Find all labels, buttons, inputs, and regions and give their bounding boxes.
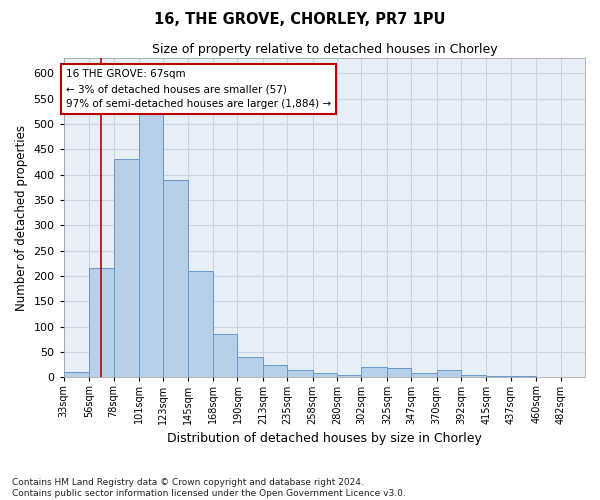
Bar xyxy=(213,334,238,378)
Bar xyxy=(89,268,113,378)
Bar xyxy=(337,375,361,378)
Bar xyxy=(511,376,536,378)
Text: 16, THE GROVE, CHORLEY, PR7 1PU: 16, THE GROVE, CHORLEY, PR7 1PU xyxy=(154,12,446,28)
Text: 16 THE GROVE: 67sqm
← 3% of detached houses are smaller (57)
97% of semi-detache: 16 THE GROVE: 67sqm ← 3% of detached hou… xyxy=(66,69,331,109)
X-axis label: Distribution of detached houses by size in Chorley: Distribution of detached houses by size … xyxy=(167,432,482,445)
Bar xyxy=(163,180,188,378)
Bar xyxy=(437,370,461,378)
Bar xyxy=(263,364,287,378)
Bar xyxy=(411,374,437,378)
Title: Size of property relative to detached houses in Chorley: Size of property relative to detached ho… xyxy=(152,42,497,56)
Bar xyxy=(313,374,337,378)
Text: Contains HM Land Registry data © Crown copyright and database right 2024.
Contai: Contains HM Land Registry data © Crown c… xyxy=(12,478,406,498)
Bar xyxy=(139,108,163,378)
Bar xyxy=(287,370,313,378)
Bar xyxy=(387,368,411,378)
Bar xyxy=(188,271,213,378)
Bar xyxy=(461,376,487,378)
Bar xyxy=(487,376,511,378)
Bar xyxy=(238,357,263,378)
Bar xyxy=(113,160,139,378)
Bar xyxy=(361,367,387,378)
Bar xyxy=(64,372,89,378)
Y-axis label: Number of detached properties: Number of detached properties xyxy=(15,124,28,310)
Bar xyxy=(560,377,585,378)
Bar xyxy=(536,377,560,378)
